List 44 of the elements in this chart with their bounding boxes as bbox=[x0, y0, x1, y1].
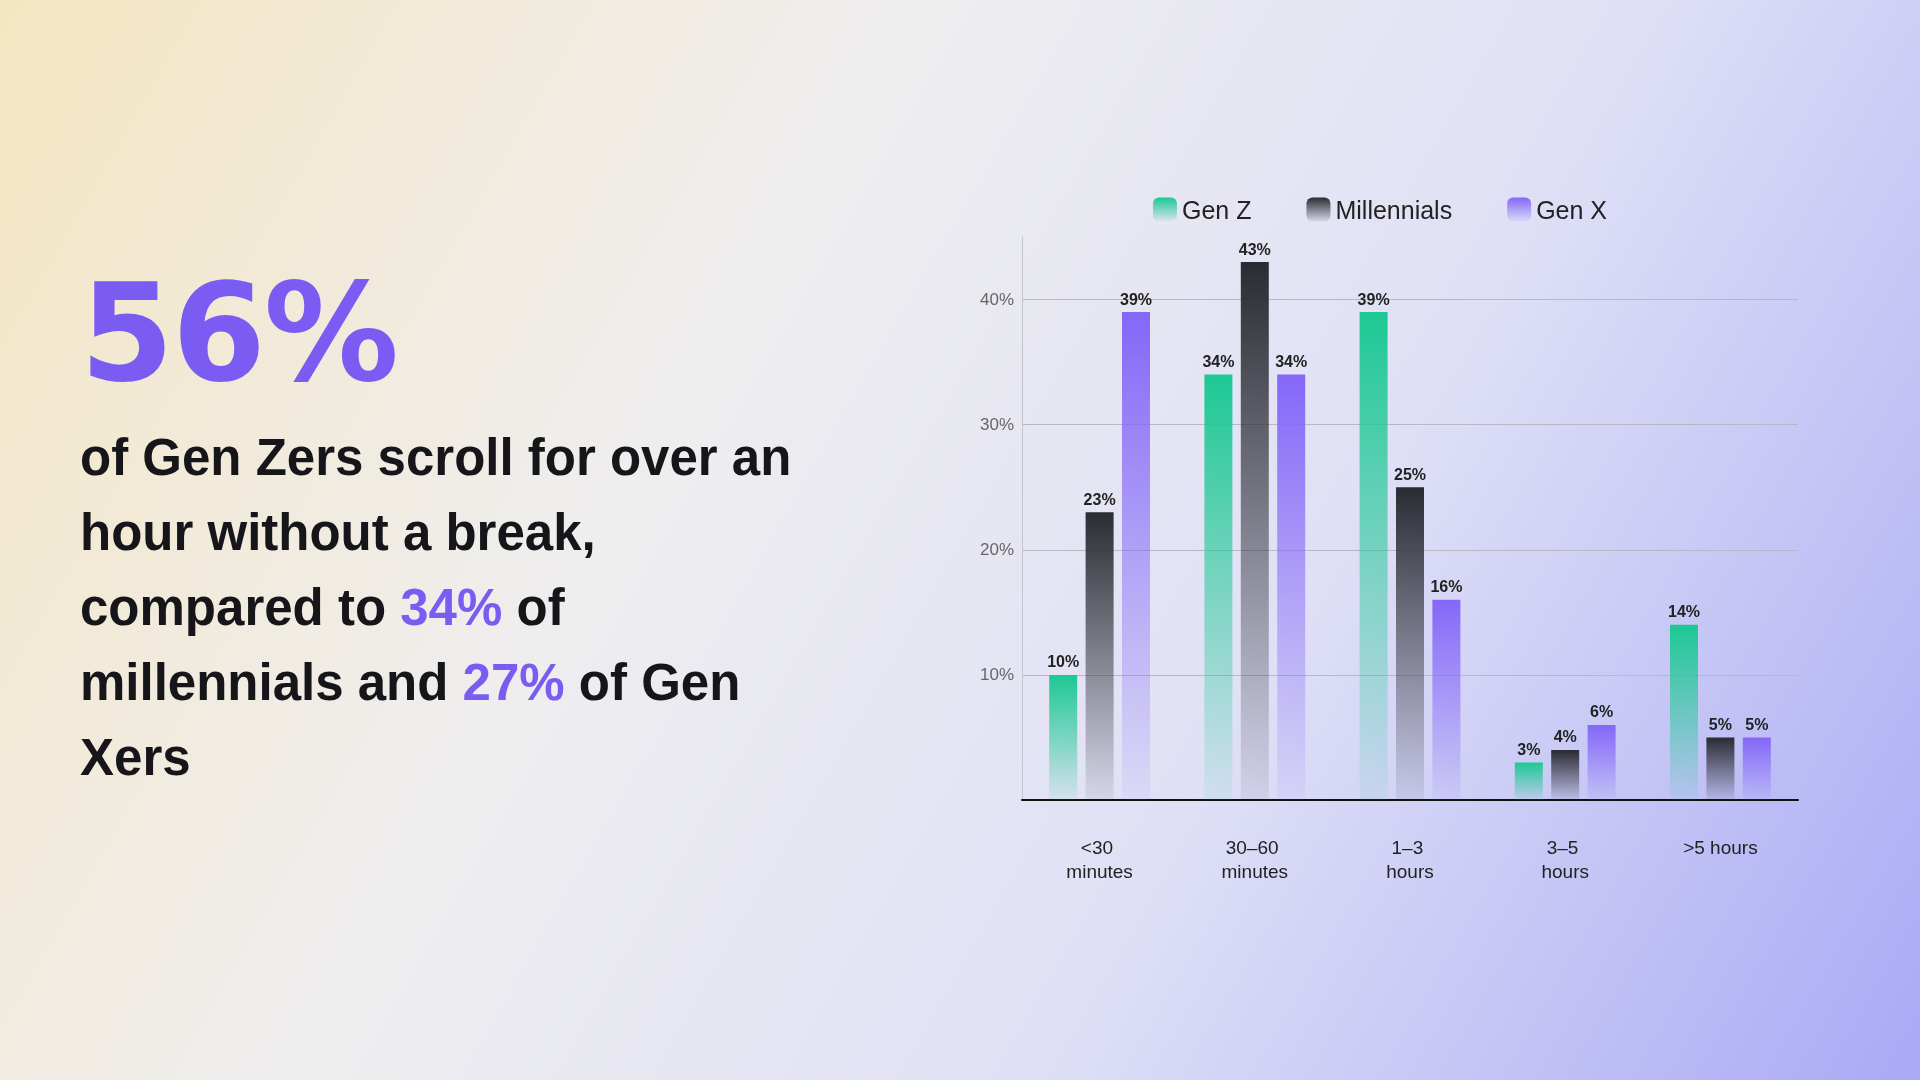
data-label: 5% bbox=[1708, 715, 1732, 733]
bar bbox=[1514, 762, 1543, 800]
bar bbox=[1204, 374, 1233, 800]
data-label: 34% bbox=[1275, 353, 1308, 371]
bar bbox=[1122, 312, 1150, 800]
x-tick-label: 1–3 hours bbox=[1386, 836, 1434, 882]
data-label: 39% bbox=[1357, 290, 1390, 308]
text: of Gen Zers scroll for over an hour without a break, compared to 34% of millennials and 27% of Gen Xers bbox=[80, 429, 792, 786]
bar bbox=[1670, 624, 1698, 800]
legend-label: Gen X bbox=[1536, 195, 1608, 224]
legend-label: Gen Z bbox=[1181, 195, 1252, 224]
y-tick-label: 40% bbox=[979, 290, 1014, 310]
data-label: 25% bbox=[1393, 465, 1427, 483]
bar bbox=[1359, 312, 1388, 800]
data-label: 3% bbox=[1517, 740, 1541, 758]
data-label: 16% bbox=[1430, 578, 1463, 596]
data-label: 6% bbox=[1590, 703, 1614, 721]
legend-label: Millennials bbox=[1335, 195, 1453, 224]
data-label: 23% bbox=[1083, 490, 1116, 508]
data-label: 4% bbox=[1553, 728, 1577, 746]
bar bbox=[1396, 487, 1424, 800]
bar bbox=[1277, 374, 1306, 800]
bar bbox=[1587, 724, 1616, 800]
bar bbox=[1049, 674, 1078, 800]
x-tick-label: 3–5 hours bbox=[1541, 836, 1589, 882]
bar bbox=[1551, 749, 1580, 800]
data-label: 43% bbox=[1238, 240, 1271, 258]
y-tick-label: 20% bbox=[979, 540, 1014, 560]
data-label: 10% bbox=[1047, 653, 1080, 671]
bar bbox=[1240, 262, 1269, 800]
bar bbox=[1742, 737, 1771, 800]
y-tick-label: 10% bbox=[979, 665, 1014, 685]
x-tick-label: >5 hours bbox=[1683, 836, 1758, 858]
data-label: 34% bbox=[1202, 353, 1235, 371]
x-tick-label: <30 minutes bbox=[1066, 836, 1133, 882]
chart-title: 56% bbox=[80, 255, 398, 412]
bar bbox=[1432, 599, 1461, 800]
bar bbox=[1706, 737, 1735, 800]
data-label: 5% bbox=[1745, 715, 1769, 733]
y-tick-label: 30% bbox=[979, 415, 1014, 435]
data-label: 39% bbox=[1119, 290, 1153, 308]
x-tick-label: 30–60 minutes bbox=[1221, 836, 1289, 882]
bar bbox=[1085, 512, 1114, 800]
data-label: 14% bbox=[1667, 603, 1701, 621]
